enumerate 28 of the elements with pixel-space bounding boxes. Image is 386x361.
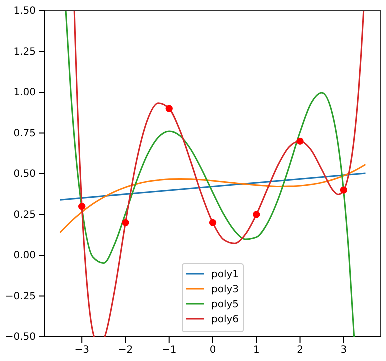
legend-label: poly3 (212, 284, 240, 296)
y-tick-label: 0.25 (14, 210, 36, 221)
x-tick-label: 3 (340, 345, 348, 356)
point (78, 203, 86, 210)
point (122, 219, 130, 226)
point (253, 211, 260, 218)
y-tick-label: 0.50 (14, 169, 36, 180)
y-tick-label: 0.00 (14, 250, 36, 262)
line-series (60, 164, 366, 234)
y-tick-label: −0.50 (5, 332, 36, 344)
y-tick-label: −0.25 (5, 291, 36, 302)
x-tick-label: −2 (118, 345, 134, 356)
x-tick-label: 1 (253, 345, 260, 356)
legend-label: poly1 (212, 270, 240, 280)
x-tick-label: 2 (297, 345, 304, 356)
point (209, 219, 217, 226)
y-tick-label: 0.75 (14, 128, 36, 140)
x-tick-label: 0 (210, 345, 216, 356)
legend-label: poly6 (212, 314, 240, 326)
legend-label: poly5 (212, 300, 240, 310)
y-tick-label: 1.50 (14, 6, 36, 18)
y-tick-label: 1.00 (14, 88, 36, 99)
y-tick-label: 1.25 (14, 46, 36, 58)
x-tick-label: −1 (162, 345, 177, 356)
point (340, 186, 348, 194)
point (166, 105, 173, 112)
point (296, 138, 304, 145)
x-tick-label: −3 (74, 345, 90, 356)
